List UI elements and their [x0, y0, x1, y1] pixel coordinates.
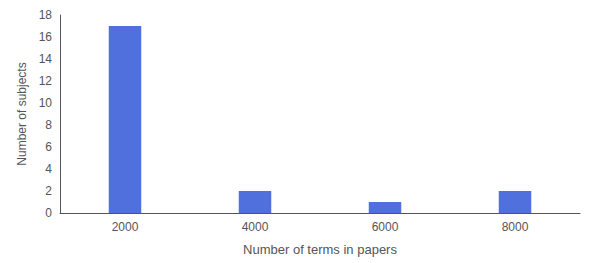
- svg-text:8: 8: [45, 118, 52, 132]
- svg-text:4000: 4000: [242, 220, 269, 234]
- svg-text:6000: 6000: [372, 220, 399, 234]
- svg-text:12: 12: [39, 74, 53, 88]
- svg-text:2000: 2000: [112, 220, 139, 234]
- svg-text:14: 14: [39, 52, 53, 66]
- svg-text:2: 2: [45, 184, 52, 198]
- svg-text:8000: 8000: [502, 220, 529, 234]
- svg-text:16: 16: [39, 30, 53, 44]
- svg-text:4: 4: [45, 162, 52, 176]
- svg-text:6: 6: [45, 140, 52, 154]
- svg-text:10: 10: [39, 96, 53, 110]
- svg-text:Number of subjects: Number of subjects: [15, 62, 29, 165]
- svg-text:18: 18: [39, 8, 53, 22]
- svg-text:0: 0: [45, 206, 52, 220]
- svg-text:Number of terms in papers: Number of terms in papers: [243, 242, 397, 257]
